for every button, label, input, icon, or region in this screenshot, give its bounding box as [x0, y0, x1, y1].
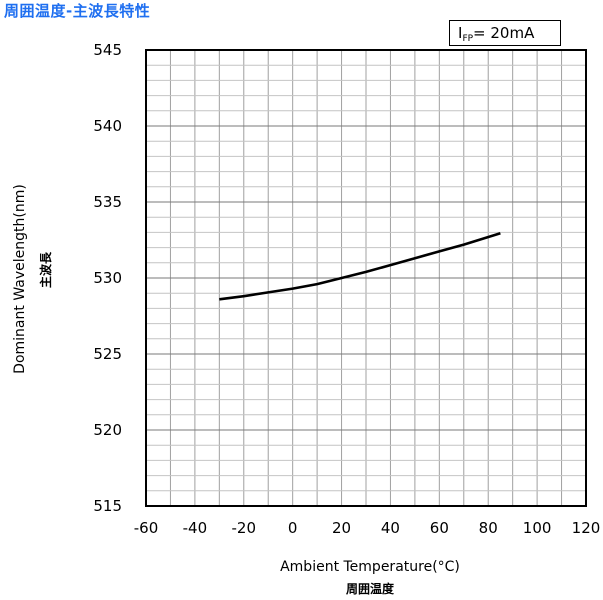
- x-tick-label: 40: [381, 519, 400, 537]
- x-tick-label: -40: [183, 519, 208, 537]
- series-line: [219, 231, 501, 301]
- x-tick-label: 60: [430, 519, 449, 537]
- x-tick-label: 20: [332, 519, 351, 537]
- y-axis-title: Dominant Wavelength(nm): [12, 184, 28, 374]
- series-layer: [219, 231, 501, 301]
- y-axis-subtitle: 主波長: [38, 251, 53, 288]
- y-tick-label: 520: [93, 421, 122, 439]
- x-axis-title: Ambient Temperature(°C): [280, 559, 460, 575]
- condition-label: IFP= 20mA: [449, 20, 561, 46]
- x-tick-label: 120: [572, 519, 601, 537]
- condition-subscript: FP: [462, 34, 474, 44]
- y-tick-label: 515: [93, 497, 122, 515]
- y-tick-label: 535: [93, 193, 122, 211]
- x-tick-label: 100: [523, 519, 552, 537]
- x-tick-label: 0: [288, 519, 298, 537]
- y-tick-label: 530: [93, 269, 122, 287]
- y-tick-label: 525: [93, 345, 122, 363]
- x-tick-label: -20: [232, 519, 257, 537]
- page-title: 周囲温度-主波長特性: [4, 2, 151, 20]
- x-axis-subtitle: 周囲温度: [346, 581, 395, 596]
- grid: [146, 50, 586, 506]
- condition-value: = 20mA: [473, 24, 535, 42]
- x-tick-label: -60: [134, 519, 159, 537]
- y-tick-label: 540: [93, 117, 122, 135]
- x-tick-labels: -60 -40 -20 0 20 40 60 80 100 120: [134, 519, 601, 537]
- y-tick-labels: 515 520 525 530 535 540 545: [93, 41, 122, 515]
- y-tick-label: 545: [93, 41, 122, 59]
- plot-frame: [145, 49, 587, 507]
- condition-symbol: I: [458, 24, 463, 42]
- x-tick-label: 80: [479, 519, 498, 537]
